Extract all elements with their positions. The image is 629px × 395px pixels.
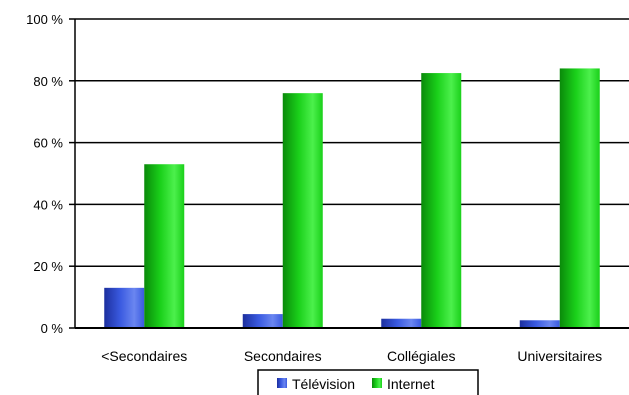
y-tick-label: 80 % bbox=[33, 74, 63, 89]
legend-label: Télévision bbox=[292, 376, 355, 392]
bars bbox=[104, 68, 600, 328]
bar-internet bbox=[144, 164, 185, 328]
bar-television bbox=[519, 320, 560, 328]
y-tick-label: 60 % bbox=[33, 136, 63, 151]
bar-internet bbox=[559, 68, 600, 328]
legend-label: Internet bbox=[387, 376, 435, 392]
y-tick-label: 0 % bbox=[41, 321, 64, 336]
category-label: <Secondaires bbox=[101, 348, 187, 364]
bar-television bbox=[104, 287, 145, 328]
legend-box bbox=[257, 369, 479, 395]
legend: Télévision Internet bbox=[257, 369, 479, 395]
bar-television bbox=[381, 318, 422, 328]
category-label: Collégiales bbox=[387, 348, 455, 364]
x-axis bbox=[74, 19, 629, 329]
y-axis-ticks: 0 % 20 % 40 % 60 % 80 % 100 % bbox=[26, 12, 63, 336]
y-tick-label: 20 % bbox=[33, 259, 63, 274]
legend-swatch bbox=[372, 378, 382, 388]
category-label: Universitaires bbox=[517, 348, 602, 364]
y-tick-label: 100 % bbox=[26, 12, 63, 27]
category-label: Secondaires bbox=[244, 348, 322, 364]
legend-swatch bbox=[277, 378, 287, 388]
bar-television bbox=[242, 314, 283, 328]
y-tick-label: 40 % bbox=[33, 197, 63, 212]
bar-internet bbox=[421, 73, 462, 328]
bar-internet bbox=[282, 93, 323, 328]
category-labels: <Secondaires Secondaires Collégiales Univer… bbox=[101, 348, 602, 364]
